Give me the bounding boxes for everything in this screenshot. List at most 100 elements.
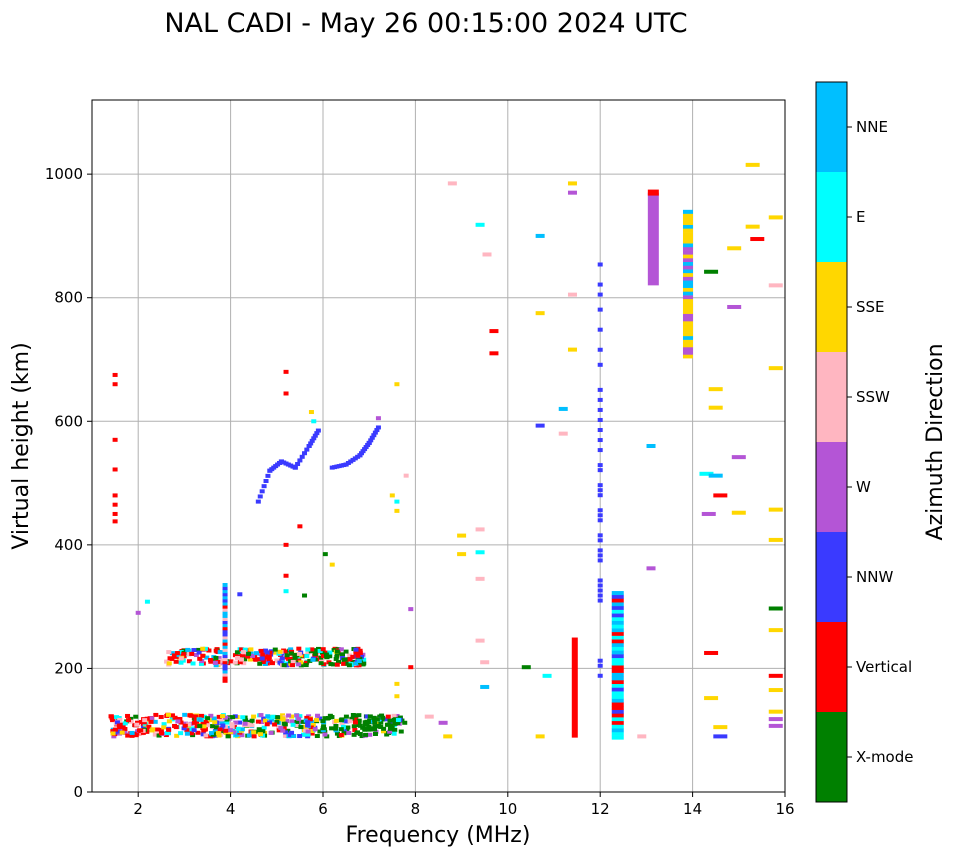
echo-point	[682, 217, 693, 222]
echo-point	[222, 672, 228, 677]
echo-point	[597, 483, 603, 488]
echo-point	[255, 657, 261, 662]
echo-point	[597, 558, 603, 563]
colorbar-tick-label: NNW	[856, 568, 893, 586]
echo-point	[682, 243, 693, 248]
echo-point	[187, 713, 193, 718]
echo-point	[178, 731, 184, 736]
echo-point	[394, 681, 400, 686]
echo-point	[489, 351, 499, 356]
echo-point	[341, 657, 347, 662]
y-tick-label: 1000	[45, 165, 83, 183]
echo-point	[317, 648, 323, 653]
plot-frame	[91, 99, 786, 793]
echo-point	[611, 713, 624, 718]
echo-point	[186, 659, 192, 664]
echo-point	[272, 650, 278, 655]
echo-point	[350, 659, 356, 664]
echo-point	[222, 610, 228, 615]
echo-point	[597, 327, 603, 332]
echo-point	[185, 647, 191, 652]
echo-point	[558, 406, 568, 411]
echo-point	[166, 661, 172, 666]
echo-point	[682, 232, 693, 237]
echo-point	[611, 609, 624, 614]
echo-point	[363, 445, 369, 450]
echo-point	[369, 435, 375, 440]
echo-point	[391, 713, 397, 718]
echo-point	[597, 598, 603, 603]
echo-point	[375, 416, 381, 421]
echo-point	[351, 724, 357, 729]
echo-point	[334, 654, 340, 659]
echo-point	[311, 419, 317, 424]
echo-point	[181, 726, 187, 731]
echo-point	[283, 573, 289, 578]
echo-point	[276, 728, 282, 733]
echo-point	[294, 713, 300, 718]
echo-point	[112, 502, 118, 507]
echo-point	[222, 638, 228, 643]
echo-point	[768, 283, 783, 288]
echo-point	[597, 508, 603, 513]
echo-point	[611, 680, 624, 685]
echo-point	[682, 235, 693, 240]
echo-point	[222, 641, 228, 646]
echo-point	[611, 735, 624, 740]
echo-point	[223, 715, 229, 720]
echo-point	[349, 716, 355, 721]
echo-point	[341, 731, 347, 736]
echo-point	[611, 720, 624, 725]
echo-point	[158, 727, 164, 732]
echo-point	[284, 653, 290, 658]
echo-bar	[571, 637, 578, 738]
echo-point	[204, 655, 210, 660]
echo-point	[154, 727, 160, 732]
echo-point	[246, 723, 252, 728]
echo-point	[189, 731, 195, 736]
echo-point	[708, 473, 723, 478]
echo-point	[314, 717, 320, 722]
echo-point	[114, 720, 120, 725]
echo-point	[408, 607, 414, 612]
echo-point	[682, 321, 693, 326]
echo-point	[144, 599, 150, 604]
echo-point	[597, 553, 603, 558]
echo-point	[750, 237, 765, 242]
echo-point	[347, 657, 353, 662]
echo-point	[402, 720, 408, 725]
echo-point	[701, 511, 716, 516]
echo-point	[117, 717, 123, 722]
echo-point	[368, 438, 374, 443]
echo-point	[745, 162, 760, 167]
echo-point	[322, 716, 328, 721]
echo-point	[222, 669, 228, 674]
echo-point	[597, 593, 603, 598]
x-tick-label: 6	[318, 800, 328, 818]
x-tick-label: 8	[411, 800, 421, 818]
echo-point	[342, 728, 348, 733]
echo-point	[363, 732, 369, 737]
echo-point	[262, 655, 268, 660]
echo-point	[768, 366, 783, 371]
echo-point	[597, 407, 603, 412]
echo-point	[229, 722, 235, 727]
echo-point	[205, 723, 211, 728]
echo-point	[611, 605, 624, 610]
echo-point	[297, 714, 303, 719]
echo-point	[351, 732, 357, 737]
echo-point	[297, 524, 303, 529]
echo-point	[321, 662, 327, 667]
echo-point	[334, 649, 340, 654]
y-tick-label: 0	[73, 783, 83, 801]
echo-point	[385, 722, 391, 727]
echo-point	[708, 387, 723, 392]
echo-point	[216, 733, 222, 738]
x-axis-ticks: 2 4 6 8 10 12 14 16	[133, 792, 795, 818]
echo-point	[208, 657, 214, 662]
echo-point	[203, 733, 209, 738]
echo-point	[290, 722, 296, 727]
echo-point	[682, 346, 693, 351]
echo-point	[245, 654, 251, 659]
echo-point	[222, 666, 228, 671]
